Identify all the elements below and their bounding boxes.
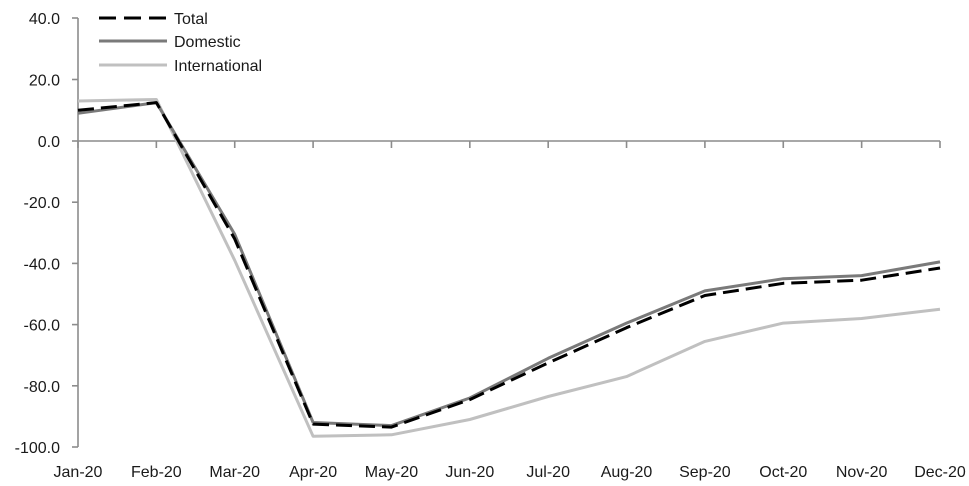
x-tick-label: Aug-20 [601, 464, 653, 481]
y-tick-label: -80.0 [24, 379, 61, 396]
legend-label-total: Total [174, 11, 208, 28]
y-tick-label: -20.0 [24, 195, 61, 212]
x-tick-label: Jan-20 [54, 464, 103, 481]
series-lines [77, 98, 941, 438]
x-tick-label: Nov-20 [836, 464, 888, 481]
y-tick-label: 0.0 [38, 134, 60, 151]
x-tick-label: Jun-20 [445, 464, 494, 481]
legend-label-domestic: Domestic [174, 34, 241, 51]
x-tick-label: May-20 [365, 464, 418, 481]
x-tick-label: Jul-20 [526, 464, 570, 481]
y-tick-label: -60.0 [24, 318, 61, 335]
series-line-international [77, 98, 941, 438]
legend-label-international: International [174, 58, 262, 75]
x-tick-label: Mar-20 [209, 464, 260, 481]
x-tick-label: Feb-20 [131, 464, 182, 481]
y-tick-label: -100.0 [15, 440, 60, 457]
legend: Total Domestic International [99, 11, 262, 75]
series-line-total [77, 101, 941, 429]
axes: 40.0 20.0 0.0 -20.0 -40.0 -60.0 -80.0 -100.0 Jan… [15, 11, 966, 481]
x-tick-label: Sep-20 [679, 464, 731, 481]
x-tick-label: Apr-20 [289, 464, 337, 481]
x-tick-label: Oct-20 [759, 464, 807, 481]
series-line-domestic [77, 101, 941, 428]
x-tick-label: Dec-20 [914, 464, 966, 481]
y-tick-label: 20.0 [29, 73, 60, 90]
y-tick-label: 40.0 [29, 11, 60, 28]
y-tick-label: -40.0 [24, 256, 61, 273]
